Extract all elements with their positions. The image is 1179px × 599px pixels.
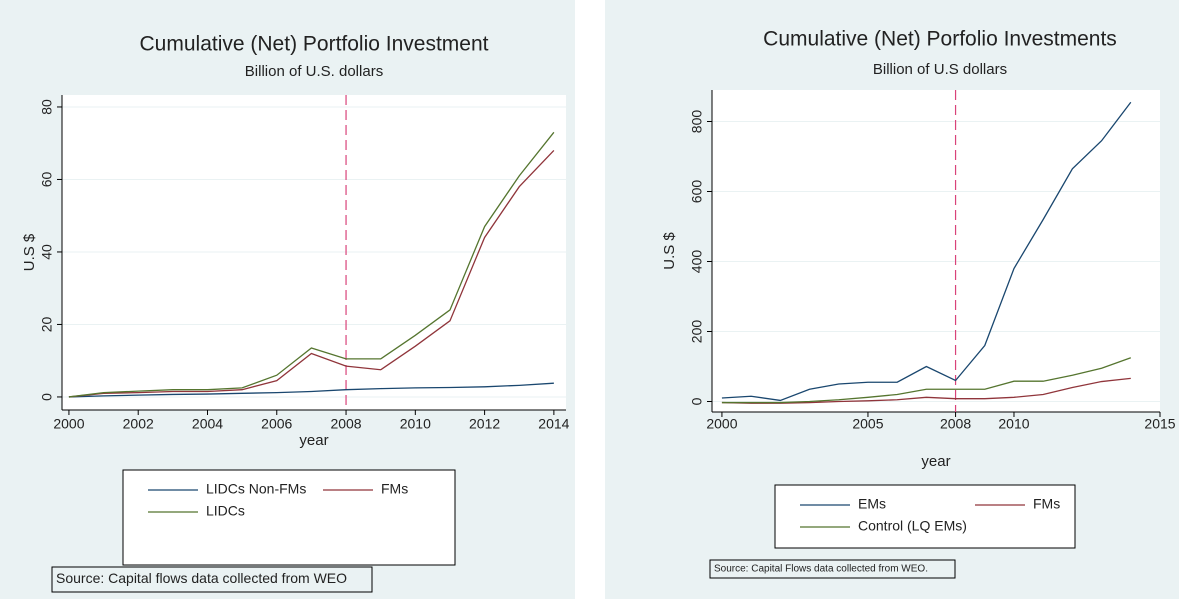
source-box (51, 566, 373, 593)
chart-title: Cumulative (Net) Portfolio Investment (140, 33, 489, 56)
y-tick-label: 0 (689, 397, 705, 405)
series-line (721, 377, 1131, 404)
plot-area (712, 90, 1160, 412)
y-tick-label: 800 (689, 110, 705, 134)
legend-label: LIDCs Non-FMs (206, 481, 306, 497)
source-note: Source: Capital flows data collected fro… (56, 570, 347, 586)
x-tick-label: 2015 (1144, 416, 1175, 432)
plot-area (62, 95, 566, 410)
x-tick-label: 2006 (261, 416, 292, 432)
legend-label: EMs (858, 496, 886, 512)
x-tick-label: 2005 (852, 416, 883, 432)
source-note: Source: Capital Flows data collected fro… (714, 564, 928, 575)
series-line (68, 150, 555, 398)
y-tick-label: 60 (39, 171, 55, 187)
x-tick-label: 2004 (192, 416, 223, 432)
y-tick-label: 40 (39, 244, 55, 260)
y-tick-label: 400 (689, 250, 705, 274)
x-axis-label: year (921, 453, 950, 470)
x-tick-label: 2012 (469, 416, 500, 432)
series-line (68, 131, 555, 398)
chart-subtitle: Billion of U.S. dollars (245, 63, 383, 80)
legend-label: LIDCs (206, 503, 245, 519)
y-tick-label: 200 (689, 320, 705, 344)
y-tick-label: 20 (39, 316, 55, 332)
x-tick-label: 2000 (53, 416, 84, 432)
series-line (68, 382, 554, 398)
y-axis-label: U.S $ (21, 233, 38, 271)
x-tick-label: 2008 (330, 416, 361, 432)
series-line (721, 357, 1132, 404)
series-line (721, 101, 1132, 402)
y-tick-label: 600 (689, 180, 705, 204)
legend-label: FMs (1033, 496, 1060, 512)
x-tick-label: 2010 (998, 416, 1029, 432)
x-axis-label: year (299, 432, 328, 449)
chart-subtitle: Billion of U.S dollars (873, 61, 1007, 78)
legend-box (774, 484, 1076, 549)
legend-box (122, 469, 456, 566)
chart-title: Cumulative (Net) Porfolio Investments (763, 28, 1117, 51)
legend-label: Control (LQ EMs) (858, 518, 967, 534)
legend-label: FMs (381, 481, 408, 497)
x-tick-label: 2010 (400, 416, 431, 432)
y-tick-label: 0 (39, 393, 55, 401)
x-tick-label: 2000 (706, 416, 737, 432)
y-axis-label: U.S $ (661, 232, 678, 270)
source-box (709, 559, 956, 579)
x-tick-label: 2014 (538, 416, 569, 432)
y-tick-label: 80 (39, 99, 55, 115)
x-tick-label: 2002 (123, 416, 154, 432)
x-tick-label: 2008 (940, 416, 971, 432)
